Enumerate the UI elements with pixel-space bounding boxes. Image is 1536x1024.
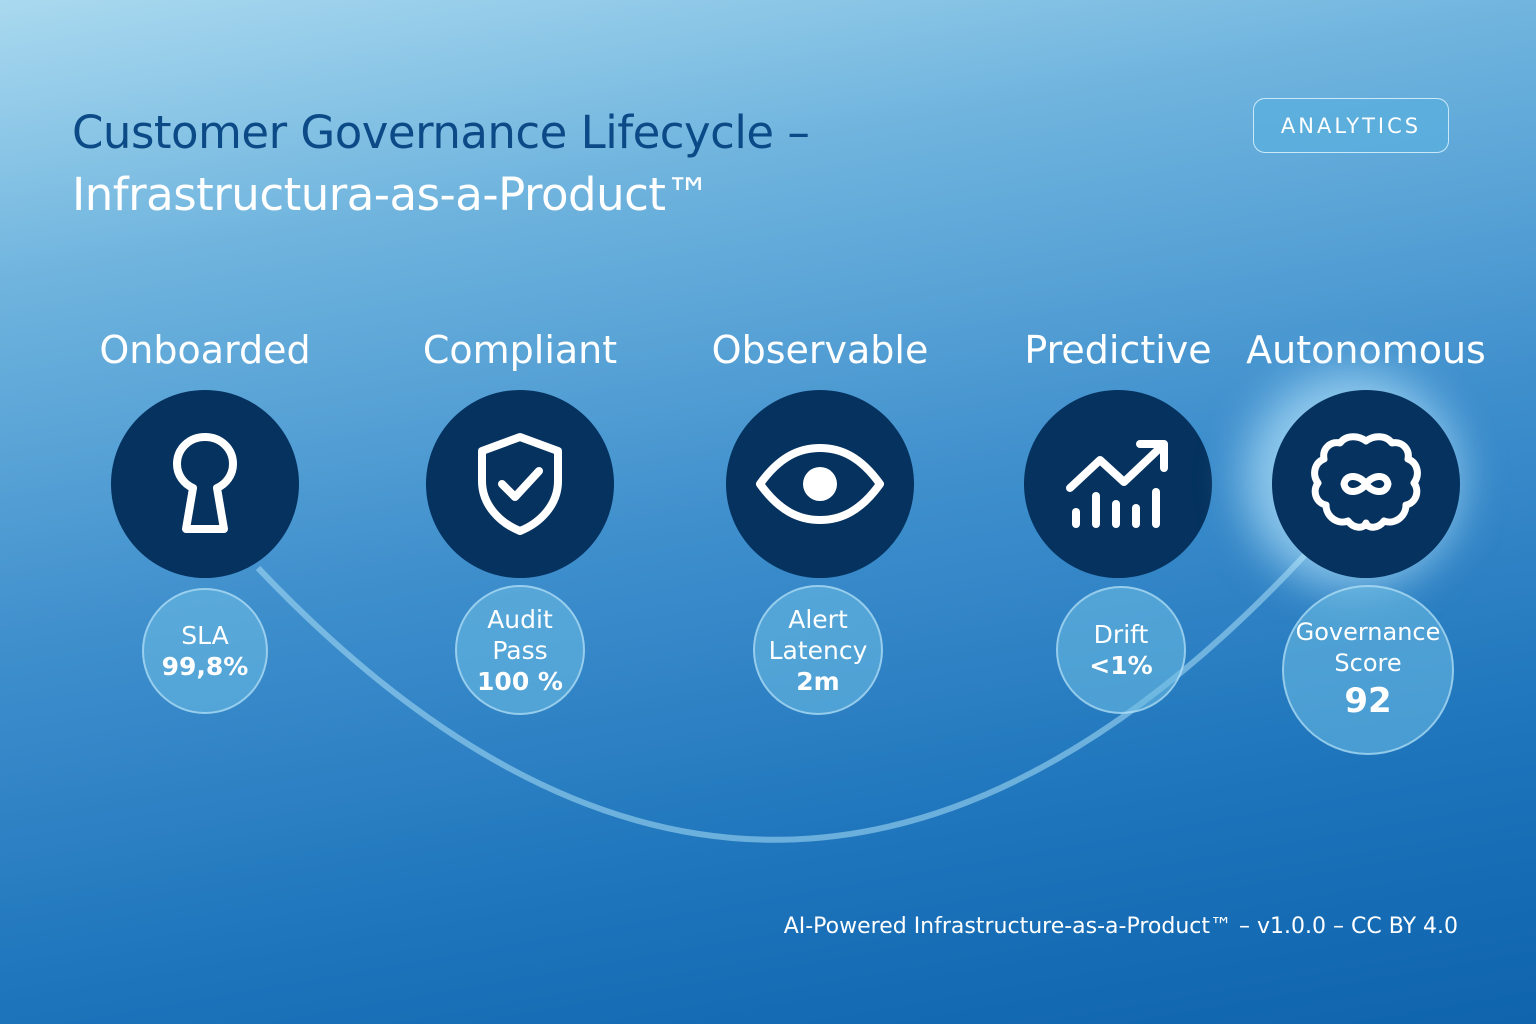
metric-drift: Drift <1% — [1056, 586, 1186, 714]
footer-credit: AI-Powered Infrastructure-as-a-Product™ … — [783, 914, 1458, 939]
stage-node-predictive — [1024, 390, 1212, 578]
stage-node-autonomous — [1272, 390, 1460, 578]
title-line-2: Infrastructura-as-a-Product™ — [72, 168, 710, 221]
stage-label-predictive: Predictive — [1024, 328, 1212, 372]
eye-icon — [756, 444, 884, 524]
stage-node-observable — [726, 390, 914, 578]
metric-audit-pass: Audit Pass 100 % — [455, 585, 585, 715]
metric-sla-label: SLA — [181, 621, 229, 650]
metric-alert-latency: Alert Latency 2m — [753, 585, 883, 715]
title-line-1: Customer Governance Lifecycle – — [72, 106, 810, 159]
metric-governance-label-1: Governance — [1295, 618, 1441, 646]
metric-governance-value: 92 — [1344, 681, 1392, 721]
keyhole-icon — [173, 433, 237, 533]
analytics-badge: ANALYTICS — [1253, 98, 1449, 153]
page-title: Customer Governance Lifecycle – Infrastr… — [72, 102, 810, 226]
metric-sla: SLA 99,8% — [142, 588, 268, 714]
metric-drift-label: Drift — [1093, 620, 1149, 649]
metric-drift-value: <1% — [1089, 651, 1153, 680]
metric-alert-label-2: Latency — [768, 635, 868, 665]
stage-label-observable: Observable — [711, 328, 929, 372]
brain-infinity-icon — [1311, 433, 1421, 531]
shield-check-icon — [478, 433, 562, 535]
metric-audit-value: 100 % — [477, 666, 563, 696]
metric-audit-label-1: Audit — [487, 604, 553, 634]
metric-alert-label-1: Alert — [788, 604, 848, 634]
stage-label-onboarded: Onboarded — [99, 328, 311, 372]
stage-label-compliant: Compliant — [422, 328, 618, 372]
metric-governance-score: Governance Score 92 — [1282, 585, 1454, 755]
metric-governance-label-2: Score — [1334, 649, 1402, 677]
stage-node-compliant — [426, 390, 614, 578]
metric-sla-value: 99,8% — [161, 652, 249, 681]
stage-node-onboarded — [111, 390, 299, 578]
metric-alert-value: 2m — [796, 666, 840, 696]
trend-chart-icon — [1066, 440, 1168, 528]
metric-audit-label-2: Pass — [492, 635, 548, 665]
stage-label-autonomous: Autonomous — [1246, 328, 1486, 372]
